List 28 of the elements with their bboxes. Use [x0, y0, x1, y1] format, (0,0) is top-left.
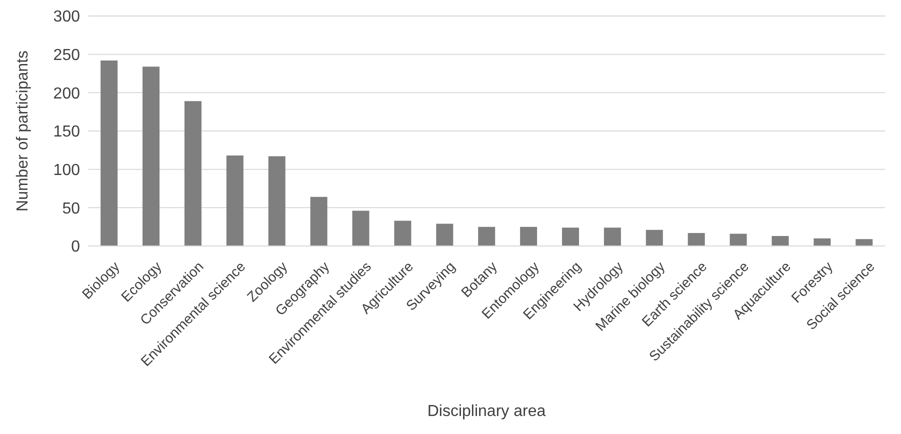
- y-axis-title: Number of participants: [14, 50, 32, 212]
- bar: [814, 238, 831, 246]
- bar: [184, 101, 202, 246]
- y-tick-label: 50: [62, 200, 80, 218]
- bar: [730, 234, 747, 246]
- bar: [394, 220, 412, 246]
- y-tick-label: 100: [53, 162, 80, 180]
- bar: [646, 230, 663, 246]
- bar: [268, 156, 286, 246]
- bar: [436, 224, 454, 246]
- bar: [520, 226, 538, 246]
- bar: [226, 156, 244, 246]
- y-tick-label: 250: [53, 47, 80, 64]
- bar: [772, 236, 789, 246]
- bar: [856, 239, 873, 246]
- y-tick-label: 0: [71, 238, 80, 256]
- bar: [142, 66, 160, 246]
- bar: [478, 226, 496, 246]
- x-axis-title: Disciplinary area: [427, 403, 546, 420]
- bar: [562, 228, 580, 246]
- y-tick-label: 200: [53, 85, 80, 102]
- bar: [688, 232, 705, 246]
- y-tick-label: 150: [53, 124, 80, 141]
- y-tick-label: 300: [53, 8, 80, 26]
- bar: [604, 228, 621, 246]
- bar: [310, 196, 328, 246]
- bar: [352, 210, 370, 246]
- bar: [100, 60, 118, 246]
